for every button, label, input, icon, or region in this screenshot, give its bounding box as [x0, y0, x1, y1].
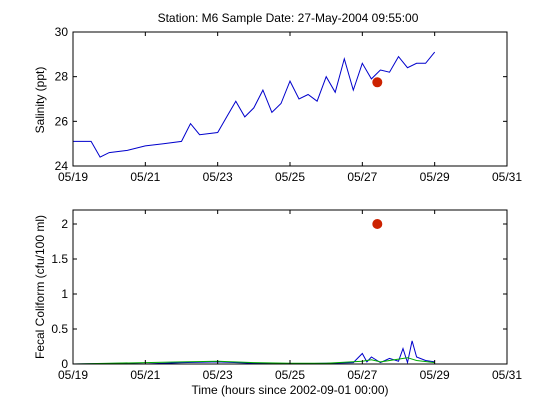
y-tick-label: 24	[55, 159, 69, 173]
x-tick-label: 05/29	[420, 170, 450, 184]
y-tick-label: 1	[61, 287, 68, 301]
x-tick-label: 05/23	[203, 368, 233, 382]
x-tick-label: 05/19	[58, 368, 88, 382]
x-tick-label: 05/29	[420, 368, 450, 382]
y-tick-label: 2	[61, 217, 68, 231]
series-line-1	[72, 357, 435, 365]
x-tick-label: 05/19	[58, 170, 88, 184]
x-tick-label: 05/27	[347, 170, 377, 184]
y-tick-label: 28	[55, 70, 69, 84]
series-line-0	[72, 340, 435, 365]
y-tick-label: 26	[55, 114, 69, 128]
fecal-coliform-panel: 05/19 05/21 05/23 05/25 05/27 05/29 05/31 0 0.5 1…	[33, 209, 522, 397]
x-tick-label: 05/25	[275, 368, 305, 382]
sample-point-marker	[372, 77, 383, 88]
y-axis-label: Salinity (ppt)	[33, 67, 47, 134]
y-tick-label: 0	[61, 357, 68, 371]
sample-point-marker	[372, 219, 383, 229]
axes-frame	[72, 31, 508, 167]
series-line-0	[73, 51, 436, 158]
y-tick-label: 30	[55, 25, 69, 39]
y-axis-label: Fecal Coliform (cfu/100 ml)	[33, 215, 47, 359]
x-tick-label: 05/31	[492, 170, 522, 184]
figure-title: Station: M6 Sample Date: 27-May-2004 09:…	[158, 11, 419, 25]
x-tick-label: 05/25	[275, 170, 305, 184]
x-axis-label: Time (hours since 2002-09-01 00:00)	[192, 383, 389, 397]
y-tick-label: 1.5	[51, 252, 68, 266]
x-tick-label: 05/23	[203, 170, 233, 184]
x-tick-label: 05/31	[492, 368, 522, 382]
x-tick-label: 05/21	[130, 368, 160, 382]
axes-frame	[72, 209, 508, 365]
salinity-panel: 05/19 05/21 05/23 05/25 05/27 05/29 05/31 24 26 2…	[33, 25, 522, 184]
y-tick-label: 0.5	[51, 322, 68, 336]
x-tick-label: 05/27	[347, 368, 377, 382]
x-tick-label: 05/21	[130, 170, 160, 184]
